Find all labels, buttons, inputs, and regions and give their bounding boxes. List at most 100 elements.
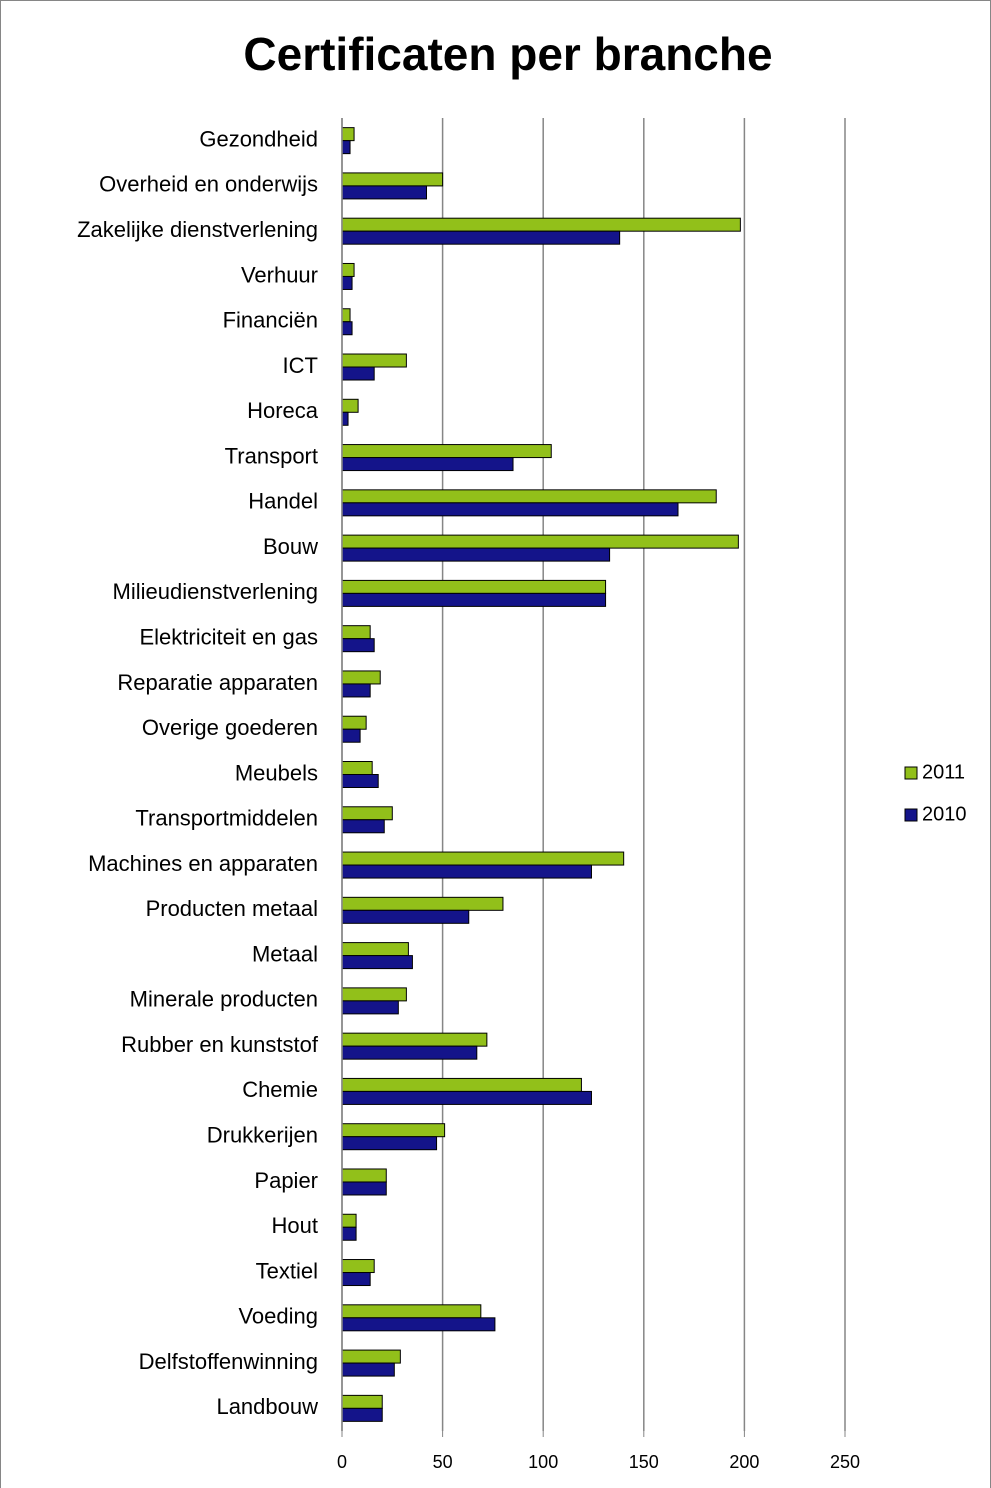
y-tick-label: Delfstoffenwinning — [139, 1349, 318, 1374]
y-tick-label: Landbouw — [216, 1394, 318, 1419]
y-tick-label: Drukkerijen — [207, 1123, 318, 1148]
x-tick-label: 0 — [337, 1452, 347, 1472]
bar — [341, 217, 741, 232]
bar — [341, 185, 428, 200]
bar — [341, 502, 679, 517]
y-tick-label: Textiel — [256, 1258, 318, 1283]
bar — [341, 1123, 446, 1138]
x-tick-label: 150 — [629, 1452, 659, 1472]
legend-label: 2010 — [922, 803, 967, 825]
y-tick-label: Milieudienstverlening — [113, 579, 318, 604]
y-tick-label: Handel — [248, 489, 318, 514]
bar — [341, 1259, 375, 1274]
y-tick-label: Overheid en onderwijs — [99, 172, 318, 197]
bar — [341, 353, 407, 368]
bar — [341, 1304, 482, 1319]
y-tick-label: Zakelijke dienstverlening — [77, 217, 318, 242]
bar — [341, 321, 353, 336]
bar — [341, 1000, 399, 1015]
bar — [341, 1226, 357, 1241]
y-tick-label: Reparatie apparaten — [117, 670, 318, 695]
bar — [341, 864, 592, 879]
y-tick-label: Voeding — [238, 1304, 318, 1329]
y-tick-label: Minerale producten — [130, 987, 318, 1012]
bar — [341, 366, 375, 381]
legend-label: 2011 — [922, 761, 965, 783]
y-tick-label: Transport — [225, 443, 318, 468]
bar — [341, 262, 355, 277]
bar — [341, 942, 409, 957]
y-tick-label: Chemie — [242, 1077, 318, 1102]
bar — [341, 1136, 438, 1151]
y-tick-label: Financiën — [223, 308, 318, 333]
bar — [341, 896, 504, 911]
bar — [341, 592, 607, 607]
bar — [341, 955, 413, 970]
legend-swatch — [904, 808, 918, 822]
bar — [341, 1349, 401, 1364]
bar — [341, 1407, 383, 1422]
y-tick-label: Gezondheid — [199, 126, 318, 151]
legend-swatch — [904, 766, 918, 780]
bar — [341, 1394, 383, 1409]
bar — [341, 308, 351, 323]
bar — [341, 275, 353, 290]
x-tick-label: 200 — [729, 1452, 759, 1472]
y-tick-label: Producten metaal — [146, 896, 318, 921]
y-tick-label: Meubels — [235, 760, 318, 785]
bar — [341, 1090, 592, 1105]
y-tick-label: Hout — [272, 1213, 318, 1238]
bar — [341, 1213, 357, 1228]
bar — [341, 761, 373, 775]
y-tick-label: Machines en apparaten — [88, 851, 318, 876]
bar — [341, 534, 739, 549]
bar — [341, 444, 552, 459]
bar — [341, 715, 367, 730]
y-tick-label: Verhuur — [241, 262, 318, 287]
bar — [341, 728, 361, 743]
y-tick-label: ICT — [283, 353, 318, 378]
bar — [341, 909, 470, 924]
bar — [341, 411, 349, 426]
y-tick-label: Rubber en kunststof — [121, 1032, 319, 1057]
x-tick-label: 250 — [830, 1452, 860, 1472]
bar — [341, 489, 717, 504]
bar — [341, 172, 444, 187]
bar — [341, 1168, 387, 1183]
y-tick-label: Papier — [254, 1168, 318, 1193]
y-tick-label: Overige goederen — [142, 715, 318, 740]
bar — [341, 457, 514, 472]
bar — [341, 1362, 395, 1377]
bar — [341, 670, 381, 685]
bar — [341, 140, 351, 155]
bar — [341, 1317, 496, 1332]
y-tick-label: Bouw — [263, 534, 318, 559]
y-tick-label: Horeca — [247, 398, 319, 423]
y-tick-label: Transportmiddelen — [135, 806, 318, 831]
bar — [341, 987, 407, 1002]
y-tick-label: Metaal — [252, 941, 318, 966]
bar — [341, 806, 393, 821]
y-tick-label: Elektriciteit en gas — [139, 624, 318, 649]
bar — [341, 1272, 371, 1287]
bar — [341, 579, 607, 594]
x-tick-label: 50 — [433, 1452, 453, 1472]
chart-title: Certificaten per branche — [243, 28, 772, 80]
bar — [341, 1045, 478, 1060]
bar — [341, 638, 375, 653]
bar — [341, 625, 371, 640]
bar — [341, 851, 625, 866]
bar — [341, 1077, 582, 1092]
bar — [341, 774, 379, 788]
x-tick-label: 100 — [528, 1452, 558, 1472]
bar — [341, 683, 371, 698]
bar — [341, 230, 621, 245]
bar — [341, 127, 355, 142]
bar — [341, 398, 359, 413]
bar — [341, 1032, 488, 1047]
bar — [341, 1181, 387, 1196]
bar — [341, 547, 611, 562]
bar — [341, 819, 385, 834]
